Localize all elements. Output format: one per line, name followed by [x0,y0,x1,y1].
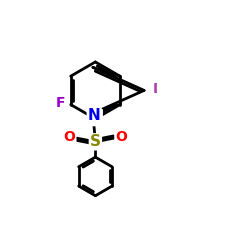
Text: F: F [56,96,65,110]
Text: O: O [64,130,75,144]
Text: N: N [88,108,101,123]
Text: S: S [90,134,101,149]
Text: O: O [116,130,127,144]
Text: N: N [89,110,102,125]
Text: I: I [153,82,158,96]
